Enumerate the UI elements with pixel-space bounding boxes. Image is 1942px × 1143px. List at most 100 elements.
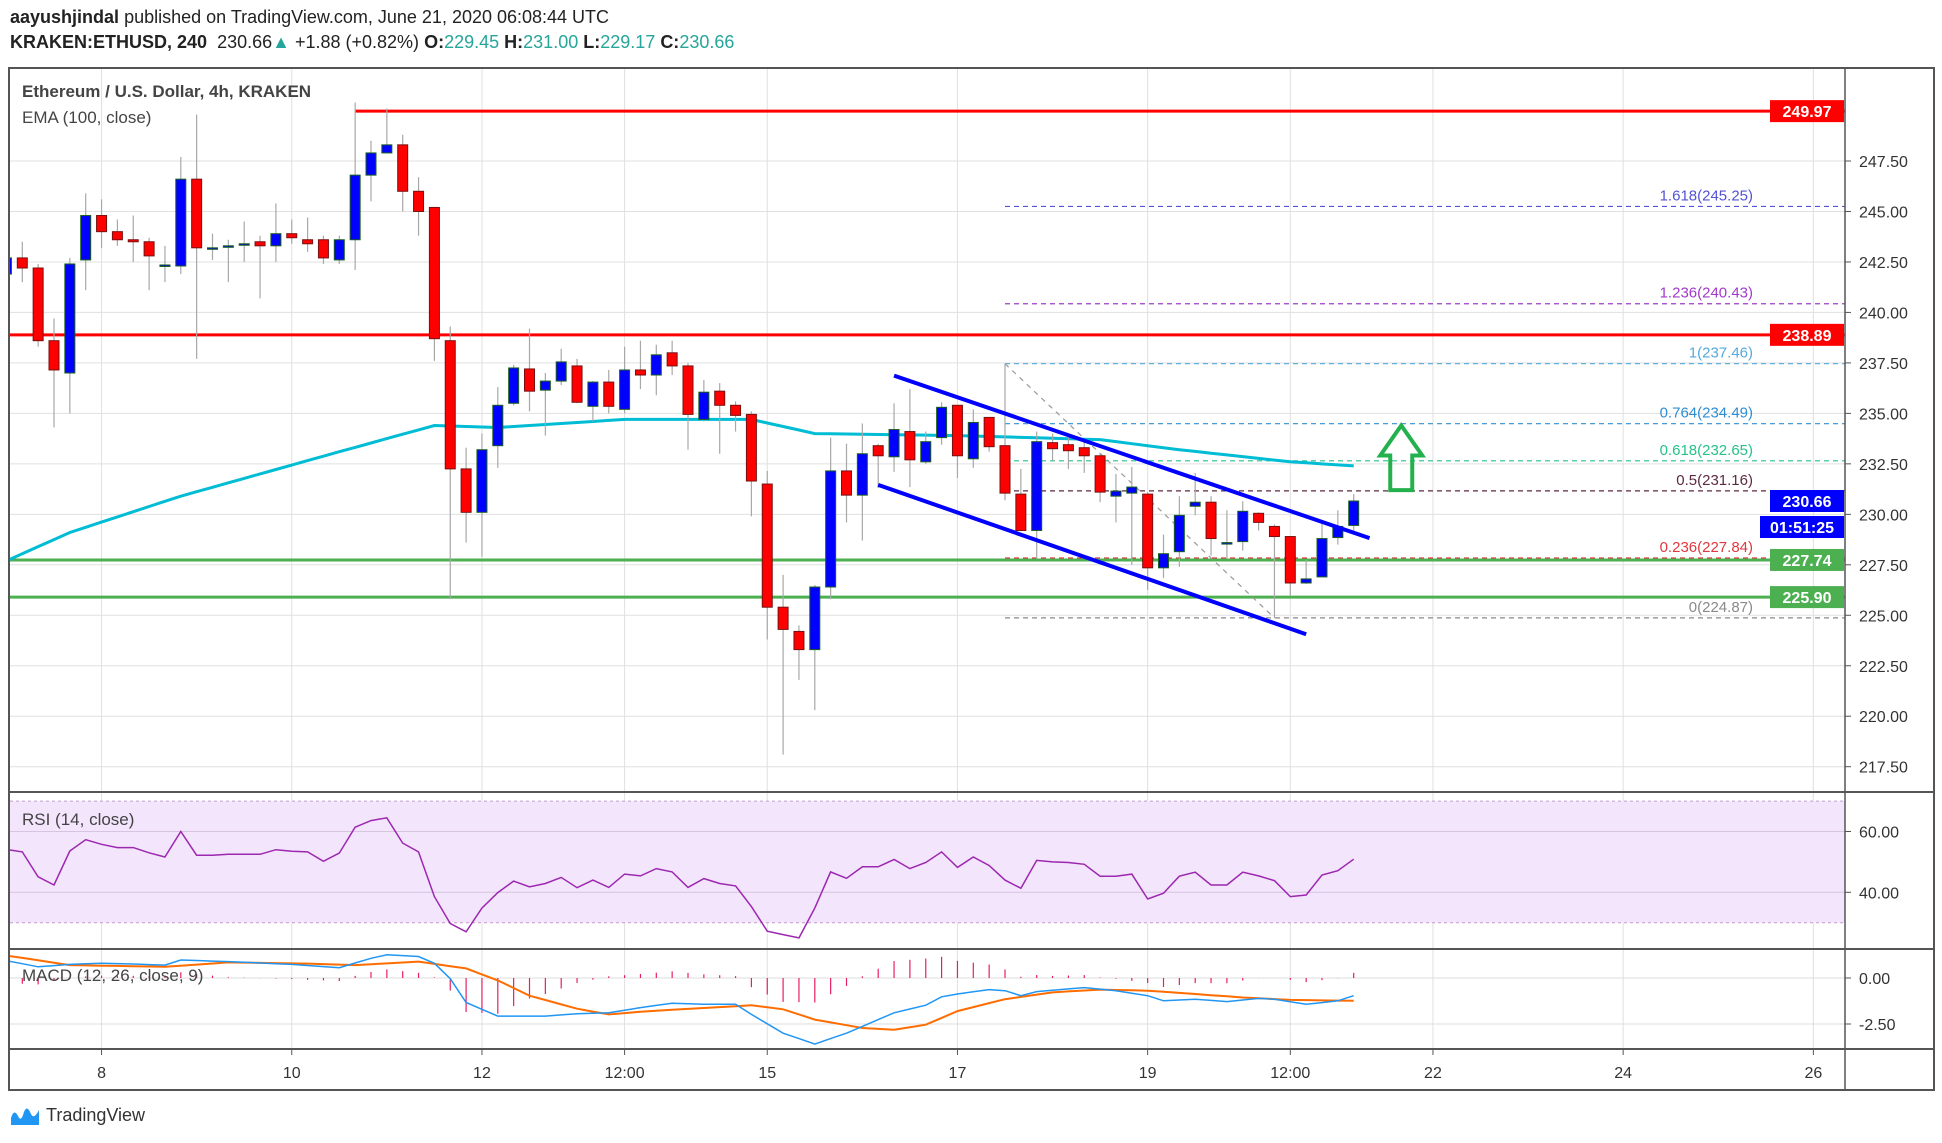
candle-body-up: [698, 391, 710, 420]
candle: [175, 156, 187, 275]
candle-body-down: [254, 241, 266, 247]
candle-body-up: [349, 174, 361, 241]
candle-body-up: [381, 144, 393, 154]
candle: [64, 257, 76, 414]
candle-body-up: [1110, 490, 1122, 497]
candle-body-up: [80, 215, 92, 261]
candle-body-down: [32, 267, 44, 342]
candle: [1253, 512, 1265, 531]
candle: [1078, 441, 1090, 473]
candle: [492, 387, 504, 468]
rsi-pane: [10, 816, 1355, 939]
time-tick-label: 12:00: [605, 1065, 645, 1082]
candle-body-down: [1047, 442, 1059, 450]
candle-body-down: [302, 239, 314, 245]
candle: [603, 369, 615, 414]
chart-frame: [8, 67, 1935, 1091]
candle: [761, 470, 773, 640]
price-tick-label: 222.50: [1859, 659, 1908, 676]
rsi-tick-label: 40.00: [1859, 885, 1899, 902]
price-tick-label: 240.00: [1859, 305, 1908, 322]
candle: [254, 235, 266, 299]
candle-body-up: [207, 247, 218, 250]
candle: [32, 263, 44, 347]
resistance-price-tag-bg: [1770, 100, 1844, 123]
candle: [983, 416, 995, 452]
candle: [872, 443, 884, 489]
resistance-price-tag-bg: [1770, 323, 1844, 346]
candle: [1142, 492, 1154, 591]
price-tick-label: 237.50: [1859, 356, 1908, 373]
candle: [888, 403, 900, 472]
candle: [730, 401, 742, 432]
candle-body-down: [460, 468, 472, 513]
candle-body-down: [745, 413, 757, 482]
candle: [841, 443, 852, 523]
candle: [1031, 431, 1043, 559]
candle: [222, 239, 234, 283]
candle: [143, 237, 155, 291]
fib-level-label: 0(224.87): [1689, 599, 1753, 616]
candle-body-down: [397, 144, 409, 192]
last-price-tag-bg: [1770, 489, 1844, 512]
time-tick-label: 19: [1139, 1065, 1157, 1082]
candle-body-down: [777, 606, 789, 630]
fib-level-label: 0.236(227.84): [1660, 539, 1753, 556]
author-name[interactable]: aayushjindal: [10, 7, 120, 27]
candle: [460, 447, 472, 543]
candle: [333, 235, 345, 264]
candle-body-down: [1253, 512, 1265, 523]
support-price-tag: 225.90: [1783, 590, 1832, 607]
candle: [127, 215, 139, 262]
candle: [476, 433, 488, 557]
candle-body-down: [127, 239, 139, 243]
channel-upper-line: [893, 373, 1371, 541]
candle: [413, 177, 425, 236]
candle-body-down: [1015, 493, 1027, 531]
high-label: H:: [504, 32, 524, 52]
candle-body-down: [413, 190, 425, 212]
candle: [571, 358, 583, 404]
candle: [349, 102, 361, 271]
candle-body-down: [286, 233, 298, 239]
candle-body-down: [524, 368, 535, 392]
candle: [1062, 437, 1074, 469]
price-tick-label: 245.00: [1859, 204, 1908, 221]
candle: [444, 326, 456, 600]
candle: [714, 383, 726, 454]
candle: [508, 364, 520, 406]
last-price: 230.66: [217, 32, 273, 52]
candle-body-up: [1031, 441, 1043, 531]
time-tick-label: 15: [758, 1065, 776, 1082]
candle-body-down: [571, 365, 583, 403]
candle-body-down: [872, 445, 884, 457]
candle: [48, 318, 60, 428]
publish-text: published on TradingView.com, June 21, 2…: [124, 7, 610, 27]
ema-line: [10, 417, 1354, 561]
time-tick-label: 12: [473, 1065, 491, 1082]
candle-body-down: [904, 431, 916, 461]
candle: [1237, 501, 1249, 551]
rsi-line: [10, 816, 1355, 939]
candle-body-up: [1158, 553, 1169, 569]
candle: [238, 221, 250, 262]
candle-body-down: [666, 352, 678, 367]
candle: [1284, 536, 1296, 597]
candle: [1348, 494, 1360, 532]
low-value: 229.17: [600, 32, 656, 52]
price-tick-label: 220.00: [1859, 709, 1908, 726]
time-tick-label: 10: [283, 1065, 301, 1082]
brand-name[interactable]: TradingView: [46, 1104, 146, 1125]
tradingview-logo-icon: [11, 1108, 39, 1125]
candle: [10, 257, 12, 275]
candle: [809, 584, 821, 711]
candle-body-up: [476, 449, 488, 513]
candle: [1205, 496, 1217, 556]
candle: [951, 404, 963, 478]
candle-body-up: [809, 586, 821, 651]
resistance-price-tag: 238.89: [1783, 328, 1832, 345]
candle: [1300, 559, 1312, 584]
support-price-tag: 227.74: [1783, 553, 1832, 570]
candle-body-down: [16, 257, 28, 269]
